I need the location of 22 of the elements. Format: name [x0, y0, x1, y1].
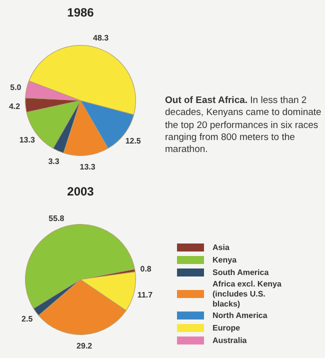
legend-label: South America: [212, 268, 270, 277]
data-label: 0.8: [140, 264, 152, 274]
data-label: 2.5: [22, 314, 34, 324]
data-label: 55.8: [48, 214, 65, 223]
data-label: 48.3: [93, 33, 110, 42]
data-label: 5.0: [10, 82, 22, 92]
chart-title: 1986: [67, 6, 94, 20]
legend-label: Asia: [212, 243, 230, 252]
text: Out of East Africa. In less than 2 decades, Kenyans came to dominate the top 20 performances in six races ranging from 800 meters to the marathon.: [165, 95, 322, 157]
data-label: 13.3: [80, 162, 96, 172]
legend-label: Kenya: [212, 256, 238, 264]
chart-title: 2003: [67, 184, 94, 198]
data-label: 29.2: [76, 342, 93, 351]
data-label: 4.2: [8, 102, 21, 112]
legend-label: North America: [212, 311, 268, 320]
data-label: 11.7: [137, 290, 154, 300]
legend-label: Europe: [212, 324, 241, 332]
data-label: 13.3: [19, 136, 36, 145]
data-label: 3.3: [48, 157, 60, 166]
legend-label: Africa excl. Kenya (includes U.S. blacks): [212, 280, 282, 308]
data-label: 12.5: [125, 136, 142, 146]
legend-label: Australia: [212, 336, 248, 345]
